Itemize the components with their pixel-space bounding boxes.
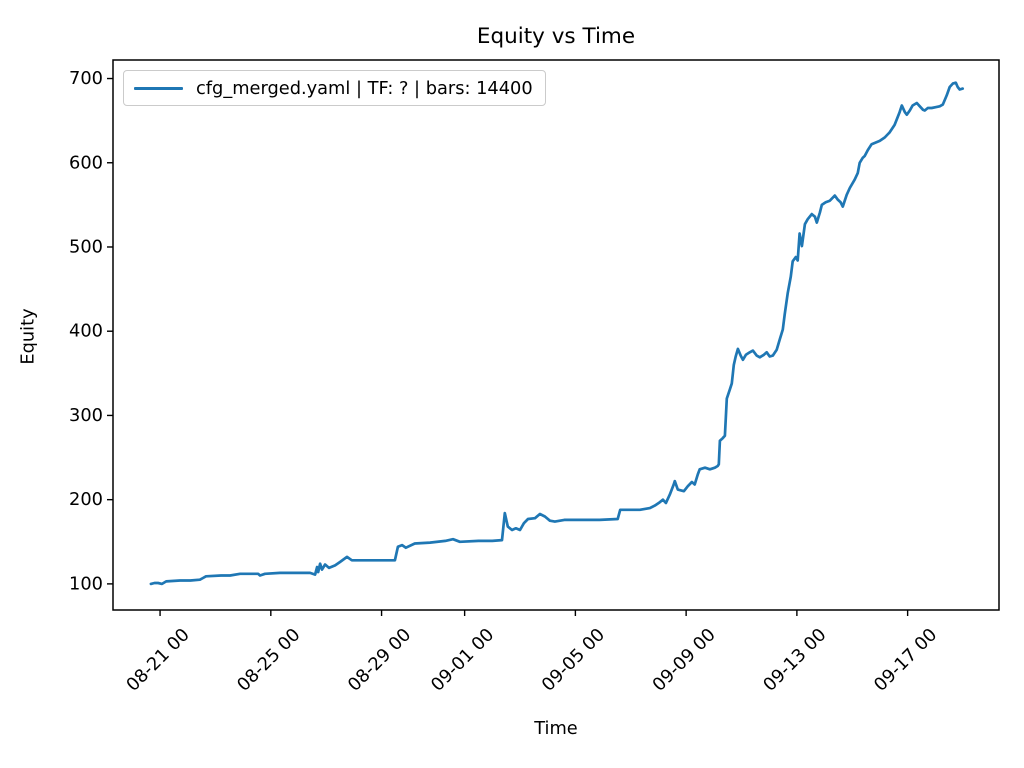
legend: cfg_merged.yaml | TF: ? | bars: 14400	[123, 70, 546, 106]
y-tick-label: 500	[69, 236, 103, 257]
legend-line-swatch-icon	[134, 86, 183, 90]
y-tick-label: 700	[69, 68, 103, 89]
y-tick-label: 100	[69, 573, 103, 594]
x-tick-label: 08-21 00	[122, 624, 193, 695]
y-tick-label: 200	[69, 489, 103, 510]
x-axis-label: Time	[534, 718, 578, 739]
y-axis-label: Equity	[17, 308, 39, 365]
y-tick-label: 300	[69, 405, 103, 426]
y-tick-label: 400	[69, 321, 103, 342]
x-tick-label: 08-25 00	[233, 624, 304, 695]
x-tick-label: 09-17 00	[870, 624, 941, 695]
x-tick-label: 09-01 00	[427, 624, 498, 695]
x-tick-label: 09-13 00	[759, 624, 830, 695]
legend-label: cfg_merged.yaml | TF: ? | bars: 14400	[196, 77, 533, 99]
y-tick-label: 600	[69, 152, 103, 173]
chart-title: Equity vs Time	[476, 24, 636, 49]
x-tick-label: 09-09 00	[648, 624, 719, 695]
axes-frame	[112, 59, 1000, 611]
x-tick-label: 09-05 00	[538, 624, 609, 695]
equity-line	[149, 81, 965, 586]
x-tick-label: 08-29 00	[344, 624, 415, 695]
